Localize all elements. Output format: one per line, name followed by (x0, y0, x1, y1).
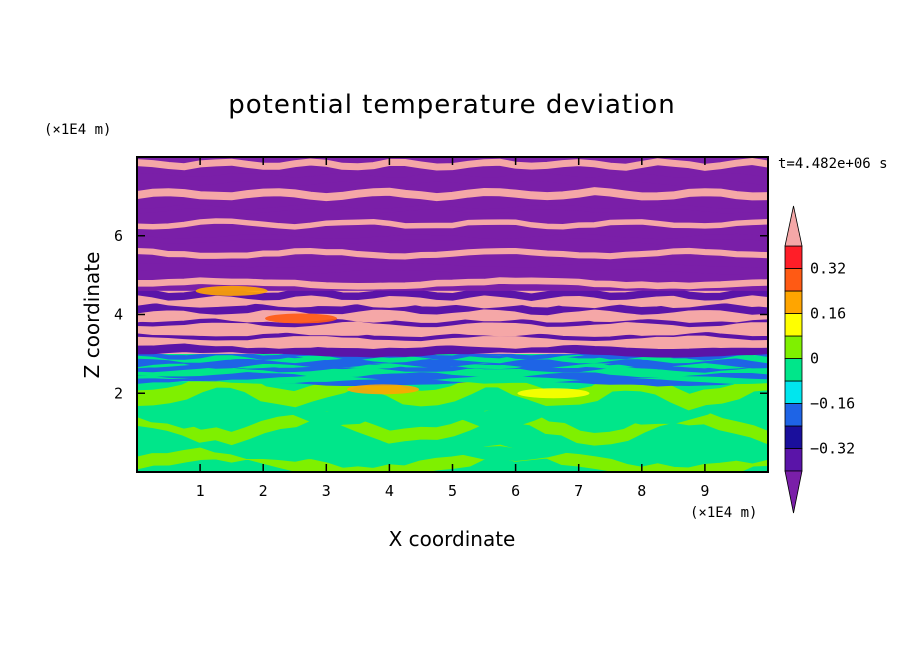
colorbar-label: −0.16 (810, 395, 855, 413)
field-contour (137, 301, 768, 316)
x-tick-label: 2 (259, 482, 268, 500)
field-contour (137, 354, 768, 369)
field-contour (137, 157, 768, 171)
x-tick-label: 1 (196, 482, 205, 500)
field-streak (517, 388, 590, 399)
contour-field (137, 157, 768, 472)
field-contour (137, 218, 768, 230)
colorbar-segment (784, 425, 803, 449)
y-tick-label: 4 (114, 306, 123, 324)
x-tick-label: 9 (700, 482, 709, 500)
colorbar-label: −0.32 (810, 440, 855, 458)
colorbar-segment (784, 380, 803, 404)
field-streak (265, 313, 338, 324)
x-tick-label: 3 (322, 482, 331, 500)
field-contour (137, 262, 768, 275)
colorbar-segment (784, 268, 803, 292)
field-contour (137, 337, 768, 349)
colorbar-label: 0 (810, 350, 819, 368)
field-contour (137, 322, 768, 337)
field-contour (137, 187, 768, 202)
time-label: t=4.482e+06 s (778, 156, 888, 172)
x-units-label: (×1E4 m) (690, 505, 757, 521)
x-axis-label: X coordinate (389, 527, 516, 551)
colorbar-max-extend (784, 205, 803, 247)
field-contour (137, 204, 768, 215)
field-contour (137, 343, 768, 358)
y-axis-label: Z coordinate (80, 252, 104, 379)
colorbar-segment (784, 335, 803, 359)
colorbar-segment (784, 313, 803, 337)
field-contour (137, 172, 768, 186)
y-tick-label: 6 (114, 227, 123, 245)
field-streak (347, 384, 420, 395)
x-tick-label: 4 (385, 482, 394, 500)
field-contour (137, 247, 768, 260)
field-contour (137, 389, 768, 429)
field-streak (195, 285, 268, 296)
x-tick-label: 6 (511, 482, 520, 500)
colorbar-min-extend (784, 470, 803, 514)
colorbar-segment (784, 245, 803, 269)
y-units-label: (×1E4 m) (44, 122, 111, 138)
colorbar: 0.32 0.16 0 −0.16 −0.32 (784, 205, 855, 514)
y-tick-label: 2 (114, 384, 123, 402)
x-tick-label: 5 (448, 482, 457, 500)
field-contour (137, 308, 768, 323)
field-contour (137, 277, 768, 290)
colorbar-segment (784, 448, 803, 472)
colorbar-segment (784, 290, 803, 314)
x-axis: 1 2 3 4 5 6 7 8 9 (196, 157, 709, 500)
field-contour (137, 425, 768, 464)
colorbar-segment (784, 403, 803, 427)
colorbar-label: 0.32 (810, 260, 846, 278)
field-contour (137, 369, 768, 411)
colorbar-segment (784, 358, 803, 382)
y-axis: 2 4 6 (114, 227, 768, 402)
x-tick-label: 7 (574, 482, 583, 500)
colorbar-label: 0.16 (810, 305, 846, 323)
chart-title: potential temperature deviation (228, 90, 675, 120)
x-tick-label: 8 (637, 482, 646, 500)
field-contour (137, 233, 768, 245)
